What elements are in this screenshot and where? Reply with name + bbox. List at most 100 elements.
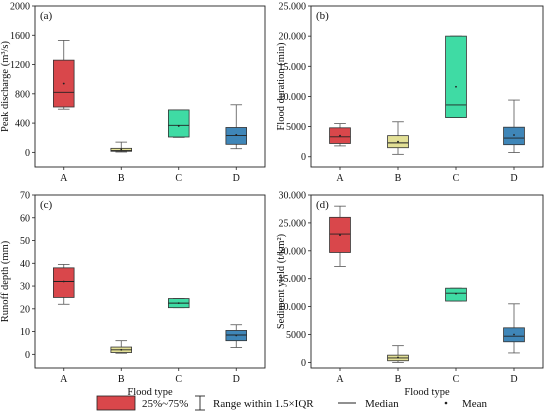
legend: 25%~75% Range within 1.5×IQR Median Mean (96, 395, 488, 411)
y-axis-label: Runoff depth (mm) (0, 240, 11, 322)
box-B (387, 345, 409, 363)
panel-a: 0 400 800 1200 1600 2000 A B C D (a) Peak discharge… (0, 2, 266, 184)
x-tick-label: C (175, 374, 182, 385)
y-tick-label: 800 (15, 89, 30, 100)
panel-c: 0 10 20 30 40 50 60 70 A B C D (c) Runoff depth (mm) F… (0, 191, 266, 398)
box-B (110, 141, 133, 153)
legend-mean-icon (444, 401, 448, 405)
y-tick-label: 70 (20, 191, 30, 202)
y-tick-label: 50 (20, 236, 30, 247)
legend-box-swatch (96, 395, 136, 411)
y-tick-label: 20 (20, 304, 30, 315)
box-D (503, 99, 525, 153)
mean-point (397, 140, 399, 143)
y-tick-label: 400 (15, 119, 30, 130)
mean-point (120, 148, 123, 151)
x-tick-label: D (510, 173, 517, 184)
y-tick-label: 0 (301, 358, 306, 369)
panel-label: (a) (40, 10, 53, 22)
plot-frame (34, 194, 266, 369)
box-B (387, 121, 409, 155)
iqr-box (503, 126, 525, 146)
panel-label: (b) (316, 10, 329, 22)
y-tick-label: 5000 (286, 122, 306, 133)
box-D (225, 104, 247, 150)
y-tick-label: 0 (301, 152, 306, 163)
y-tick-label: 10.000 (279, 92, 307, 103)
y-tick-label: 5000 (286, 330, 306, 341)
x-tick-label: C (453, 173, 460, 184)
y-tick-label: 20.000 (279, 246, 307, 257)
mean-point (513, 134, 515, 136)
x-tick-label: A (336, 173, 344, 184)
y-tick-label: 30.000 (279, 191, 307, 202)
x-tick-label: B (118, 173, 125, 184)
box-A (53, 39, 75, 110)
y-tick-label: 0 (25, 350, 30, 361)
box-C (445, 35, 467, 118)
legend-box-label: 25%~75% (142, 398, 188, 410)
y-tick-label: 10 (20, 327, 30, 338)
mean-point (235, 133, 238, 136)
box-B (110, 340, 133, 354)
y-axis-label: Flood duration (min) (276, 42, 287, 131)
x-tick-label: D (510, 374, 517, 385)
x-tick-label: C (175, 173, 182, 184)
y-tick-label: 20.000 (279, 32, 307, 43)
y-tick-label: 1200 (10, 60, 30, 71)
x-tick-label: A (336, 374, 344, 385)
panel-label: (d) (316, 199, 329, 211)
y-tick-label: 40 (20, 259, 30, 270)
iqr-box (445, 35, 467, 118)
x-tick-label: D (233, 173, 240, 184)
box-D (503, 303, 525, 354)
mean-point (455, 85, 457, 88)
legend-median-label: Median (365, 398, 399, 410)
x-tick-label: A (60, 173, 68, 184)
legend-mean-label: Mean (462, 398, 488, 410)
panel-b: 0 5000 10.000 15.000 20.000 25.000 A B C D (b) Floo… (276, 2, 544, 184)
panel-d: 0 5000 10.000 15.000 20.000 25.000 30.000 A B C D (… (276, 191, 544, 398)
box-A (53, 264, 75, 305)
mean-point (62, 280, 65, 283)
plot-frame (34, 5, 266, 168)
y-tick-label: 2000 (10, 2, 30, 13)
x-tick-label: D (233, 374, 240, 385)
mean-point (455, 292, 457, 295)
box-A (329, 123, 351, 147)
y-tick-label: 25.000 (279, 2, 307, 13)
y-tick-label: 30 (20, 282, 30, 293)
y-tick-label: 60 (20, 213, 30, 224)
mean-point (62, 82, 65, 85)
box-A (329, 205, 351, 267)
x-tick-label: A (60, 374, 68, 385)
mean-point (339, 234, 341, 237)
y-tick-label: 25.000 (279, 218, 307, 229)
y-tick-label: 0 (25, 148, 30, 159)
y-tick-label: 1600 (10, 31, 30, 42)
x-tick-label: B (395, 173, 402, 184)
mean-point (339, 134, 341, 137)
iqr-box (53, 267, 75, 298)
x-tick-label: C (453, 374, 460, 385)
box-C (167, 298, 190, 309)
legend-whisker-icon (195, 395, 205, 411)
iqr-box (167, 109, 190, 138)
legend-whisker-label: Range within 1.5×IQR (213, 398, 314, 410)
mean-point (177, 125, 180, 127)
y-tick-label: 15.000 (279, 62, 307, 73)
y-tick-label: 10.000 (279, 302, 307, 313)
box-C (445, 287, 467, 302)
x-tick-label: B (118, 374, 125, 385)
mean-point (120, 348, 123, 351)
x-axis-label: Flood type (404, 387, 450, 398)
y-tick-label: 15.000 (279, 274, 307, 285)
y-axis-label: Peak discharge (m³/s) (0, 40, 11, 132)
mean-point (513, 333, 515, 336)
y-axis-label: Sediment yield (t/km²) (276, 233, 287, 329)
x-axis-label: Flood type (127, 387, 173, 398)
mean-point (235, 334, 238, 337)
x-tick-label: B (395, 374, 402, 385)
